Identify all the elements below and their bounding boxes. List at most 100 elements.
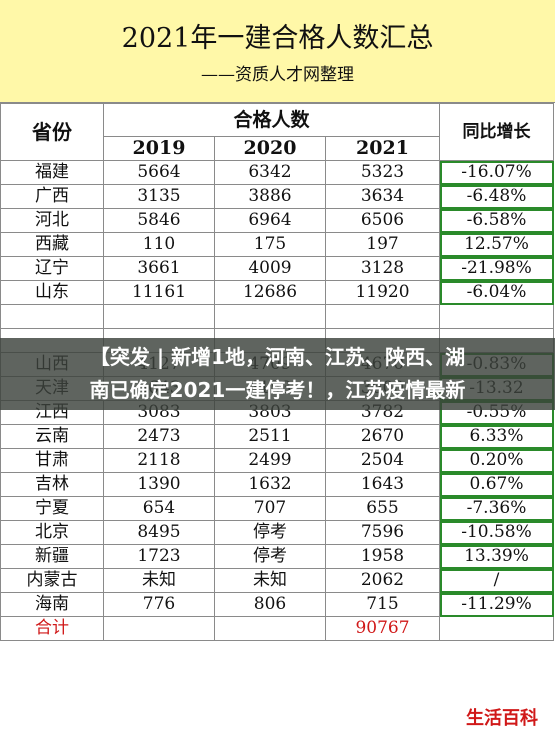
province-cell: 山东 <box>0 280 104 305</box>
count-2020-cell: 175 <box>214 232 326 257</box>
count-2020-cell: 2511 <box>214 424 326 449</box>
yoy-cell: -11.29% <box>439 592 554 617</box>
count-2021-cell: 2504 <box>325 448 440 473</box>
count-2019-cell: 110 <box>103 232 215 257</box>
count-2019-cell: 未知 <box>103 568 215 593</box>
column-header-year: 2020 <box>214 136 326 161</box>
count-2019-cell: 5664 <box>103 160 215 185</box>
count-2020-cell: 6342 <box>214 160 326 185</box>
count-2020-cell: 12686 <box>214 280 326 305</box>
count-2019-cell: 8495 <box>103 520 215 545</box>
yoy-cell <box>439 616 554 641</box>
page-subtitle: ——资质人才网整理 <box>201 65 354 85</box>
count-2020-cell: 停考 <box>214 520 326 545</box>
province-cell: 广西 <box>0 184 104 209</box>
column-header-year: 2021 <box>325 136 440 161</box>
count-2020-cell: 1632 <box>214 472 326 497</box>
count-2021-cell: 197 <box>325 232 440 257</box>
table-row: 福建 5664 6342 5323 -16.07% <box>0 160 554 185</box>
count-2019-cell <box>103 616 215 641</box>
count-2021-cell: 3634 <box>325 184 440 209</box>
count-2020-cell: 707 <box>214 496 326 521</box>
page-title: 2021年一建合格人数汇总 <box>121 23 434 54</box>
table-row: 云南 2473 2511 2670 6.33% <box>0 424 554 449</box>
yoy-cell: 0.20% <box>439 448 554 473</box>
province-cell: 北京 <box>0 520 104 545</box>
yoy-cell: -16.07% <box>439 160 554 185</box>
table-row: 吉林 1390 1632 1643 0.67% <box>0 472 554 497</box>
count-2019-cell: 1723 <box>103 544 215 569</box>
count-2021-cell: 2670 <box>325 424 440 449</box>
count-2019-cell: 776 <box>103 592 215 617</box>
count-2021-cell: 1958 <box>325 544 440 569</box>
table-row: 西藏 110 175 197 12.57% <box>0 232 554 257</box>
province-cell: 福建 <box>0 160 104 185</box>
yoy-cell: -7.36% <box>439 496 554 521</box>
count-2020-cell: 3886 <box>214 184 326 209</box>
count-2020-cell: 6964 <box>214 208 326 233</box>
count-2019-cell: 3135 <box>103 184 215 209</box>
count-2019-cell: 3661 <box>103 256 215 281</box>
count-2021-cell <box>325 304 440 329</box>
count-2019-cell: 5846 <box>103 208 215 233</box>
table-header-band: 2021年一建合格人数汇总 ——资质人才网整理 <box>0 0 555 103</box>
count-2021-cell: 11920 <box>325 280 440 305</box>
province-cell: 河北 <box>0 208 104 233</box>
table-row: 辽宁 3661 4009 3128 -21.98% <box>0 256 554 281</box>
yoy-cell: 6.33% <box>439 424 554 449</box>
province-cell: 吉林 <box>0 472 104 497</box>
table-row: 宁夏 654 707 655 -7.36% <box>0 496 554 521</box>
count-2019-cell: 1390 <box>103 472 215 497</box>
count-2020-cell <box>214 304 326 329</box>
table-row <box>0 304 554 329</box>
count-2020-cell <box>214 616 326 641</box>
count-2021-cell: 90767 <box>325 616 440 641</box>
count-2021-cell: 2062 <box>325 568 440 593</box>
yoy-cell: 12.57% <box>439 232 554 257</box>
count-2021-cell: 7596 <box>325 520 440 545</box>
table-row: 甘肃 2118 2499 2504 0.20% <box>0 448 554 473</box>
yoy-cell: -6.04% <box>439 280 554 305</box>
count-2020-cell: 806 <box>214 592 326 617</box>
count-2021-cell: 1643 <box>325 472 440 497</box>
province-cell: 西藏 <box>0 232 104 257</box>
count-2019-cell <box>103 304 215 329</box>
column-header-province: 省份 <box>0 103 104 161</box>
province-cell: 新疆 <box>0 544 104 569</box>
headline-line-2: 南已确定2021一建停考！，江苏疫情最新 <box>89 378 466 402</box>
yoy-cell: 0.67% <box>439 472 554 497</box>
province-cell: 内蒙古 <box>0 568 104 593</box>
yoy-cell: -10.58% <box>439 520 554 545</box>
table-row: 新疆 1723 停考 1958 13.39% <box>0 544 554 569</box>
province-cell: 辽宁 <box>0 256 104 281</box>
count-2020-cell: 停考 <box>214 544 326 569</box>
yoy-cell: -6.58% <box>439 208 554 233</box>
count-2021-cell: 6506 <box>325 208 440 233</box>
table-row: 内蒙古 未知 未知 2062/ <box>0 568 554 593</box>
table-row: 北京 8495 停考 7596 -10.58% <box>0 520 554 545</box>
headline-line-1: 【突发 | 新增1地，河南、江苏、陕西、湖 <box>89 345 466 369</box>
count-2019-cell: 11161 <box>103 280 215 305</box>
news-headline-banner[interactable]: 【突发 | 新增1地，河南、江苏、陕西、湖 南已确定2021一建停考！，江苏疫情… <box>0 338 555 410</box>
column-header-year: 2019 <box>103 136 215 161</box>
yoy-cell: -21.98% <box>439 256 554 281</box>
column-header-pass-count: 合格人数 <box>103 103 440 137</box>
count-2020-cell: 4009 <box>214 256 326 281</box>
count-2020-cell: 2499 <box>214 448 326 473</box>
table-row: 广西 3135 3886 3634 -6.48% <box>0 184 554 209</box>
province-cell <box>0 304 104 329</box>
table-row: 山东 11161 12686 11920 -6.04% <box>0 280 554 305</box>
count-2019-cell: 2473 <box>103 424 215 449</box>
province-cell: 宁夏 <box>0 496 104 521</box>
yoy-cell: 13.39% <box>439 544 554 569</box>
count-2019-cell: 2118 <box>103 448 215 473</box>
total-row: 合计 90767 <box>0 616 554 641</box>
table-row: 河北 5846 6964 6506 -6.58% <box>0 208 554 233</box>
count-2019-cell: 654 <box>103 496 215 521</box>
watermark-logo: 生活百科 <box>461 706 543 732</box>
yoy-cell: / <box>439 568 554 593</box>
yoy-cell: -6.48% <box>439 184 554 209</box>
column-header-yoy: 同比增长 <box>439 103 554 161</box>
province-cell: 云南 <box>0 424 104 449</box>
